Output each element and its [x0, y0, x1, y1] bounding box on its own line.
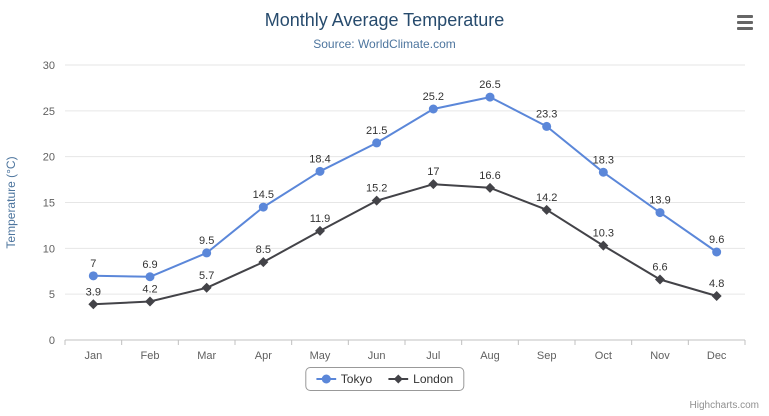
- legend-label-london: London: [413, 372, 454, 386]
- tokyo-point-marker[interactable]: [428, 104, 438, 114]
- tokyo-point-marker[interactable]: [598, 167, 608, 177]
- x-axis-category-label: Jan: [84, 350, 102, 362]
- london-point-marker[interactable]: [315, 225, 325, 236]
- tokyo-point-marker[interactable]: [712, 247, 722, 257]
- y-axis-tick-label: 15: [43, 198, 55, 210]
- london-data-label: 14.2: [536, 192, 557, 204]
- hamburger-icon: [731, 10, 759, 34]
- x-axis-category-label: Oct: [595, 350, 612, 362]
- london-point-marker[interactable]: [258, 257, 269, 268]
- x-axis-category-label: Nov: [650, 350, 670, 362]
- y-axis-tick-label: 10: [43, 243, 55, 255]
- london-data-label: 10.3: [593, 228, 614, 240]
- x-axis-category-label: Sep: [537, 350, 557, 362]
- london-data-label: 6.6: [652, 262, 667, 274]
- chart-subtitle: Source: WorldClimate.com: [313, 37, 456, 51]
- london-data-label: 3.9: [86, 286, 101, 298]
- tokyo-data-label: 9.6: [709, 234, 724, 246]
- credits-link[interactable]: Highcharts.com: [689, 400, 759, 411]
- hamburger-bar: [737, 26, 753, 30]
- london-data-label: 15.2: [366, 183, 387, 195]
- y-axis-tick-label: 0: [49, 335, 55, 347]
- x-axis-category-label: Mar: [197, 350, 216, 362]
- london-point-marker[interactable]: [145, 296, 155, 307]
- x-axis-category-label: Jul: [426, 350, 440, 362]
- london-data-label: 5.7: [199, 270, 214, 282]
- tokyo-point-marker[interactable]: [145, 272, 155, 282]
- london-point-marker[interactable]: [88, 299, 99, 310]
- tokyo-data-label: 7: [90, 258, 96, 270]
- tokyo-point-marker[interactable]: [88, 271, 98, 281]
- tokyo-series-line[interactable]: [92, 96, 718, 278]
- london-point-marker[interactable]: [711, 291, 722, 301]
- x-axis-category-label: Aug: [480, 350, 500, 362]
- x-axis-category-label: Feb: [141, 350, 160, 362]
- london-point-marker[interactable]: [428, 179, 439, 190]
- tokyo-data-label: 25.2: [423, 91, 444, 103]
- london-data-label: 17: [427, 166, 439, 178]
- tokyo-point-marker[interactable]: [315, 166, 325, 176]
- export-menu-button[interactable]: [731, 10, 759, 34]
- london-point-marker[interactable]: [598, 240, 609, 251]
- london-point-marker[interactable]: [201, 282, 212, 293]
- london-data-label: 4.2: [142, 284, 157, 296]
- hamburger-bar: [737, 20, 753, 24]
- london-point-marker[interactable]: [371, 195, 382, 206]
- legend-item-london[interactable]: London: [388, 372, 453, 386]
- y-axis-title: Temperature (°C): [4, 156, 18, 248]
- london-point-marker[interactable]: [541, 204, 552, 215]
- y-axis-tick-label: 30: [43, 60, 55, 72]
- tokyo-point-marker[interactable]: [655, 208, 665, 218]
- x-axis-category-label: Dec: [707, 350, 727, 362]
- london-point-marker[interactable]: [655, 274, 665, 285]
- tokyo-data-label: 13.9: [649, 195, 670, 207]
- london-data-label: 11.9: [310, 213, 331, 225]
- london-point-marker[interactable]: [485, 182, 495, 193]
- tokyo-data-label: 14.5: [253, 189, 274, 201]
- y-axis-tick-label: 5: [49, 289, 55, 301]
- london-data-label: 8.5: [256, 244, 271, 256]
- legend: Tokyo London: [304, 367, 465, 391]
- tokyo-data-label: 9.5: [199, 235, 214, 247]
- london-legend-marker-icon: [388, 374, 409, 384]
- tokyo-data-label: 6.9: [142, 259, 157, 271]
- london-series-line[interactable]: [92, 183, 718, 306]
- legend-label-tokyo: Tokyo: [340, 372, 373, 386]
- london-data-label: 16.6: [479, 170, 500, 182]
- y-axis-tick-label: 20: [43, 152, 55, 164]
- tokyo-data-label: 23.3: [536, 108, 557, 120]
- chart-title: Monthly Average Temperature: [264, 10, 505, 30]
- tokyo-legend-marker-icon: [315, 374, 336, 384]
- x-axis-category-label: Apr: [255, 350, 272, 362]
- tokyo-point-marker[interactable]: [258, 202, 268, 212]
- tokyo-data-label: 18.4: [309, 153, 330, 165]
- legend-item-tokyo[interactable]: Tokyo: [315, 372, 373, 386]
- y-axis-tick-label: 25: [43, 106, 55, 118]
- tokyo-data-label: 21.5: [366, 125, 387, 137]
- tokyo-data-label: 18.3: [593, 154, 614, 166]
- tokyo-point-marker[interactable]: [542, 121, 552, 131]
- london-data-label: 4.8: [709, 278, 724, 290]
- tokyo-point-marker[interactable]: [202, 248, 212, 258]
- tokyo-point-marker[interactable]: [372, 138, 382, 148]
- tokyo-point-marker[interactable]: [485, 92, 495, 102]
- x-axis-category-label: Jun: [368, 350, 386, 362]
- tokyo-data-label: 26.5: [479, 79, 500, 91]
- x-axis-category-label: May: [310, 350, 331, 362]
- hamburger-bar: [737, 14, 753, 18]
